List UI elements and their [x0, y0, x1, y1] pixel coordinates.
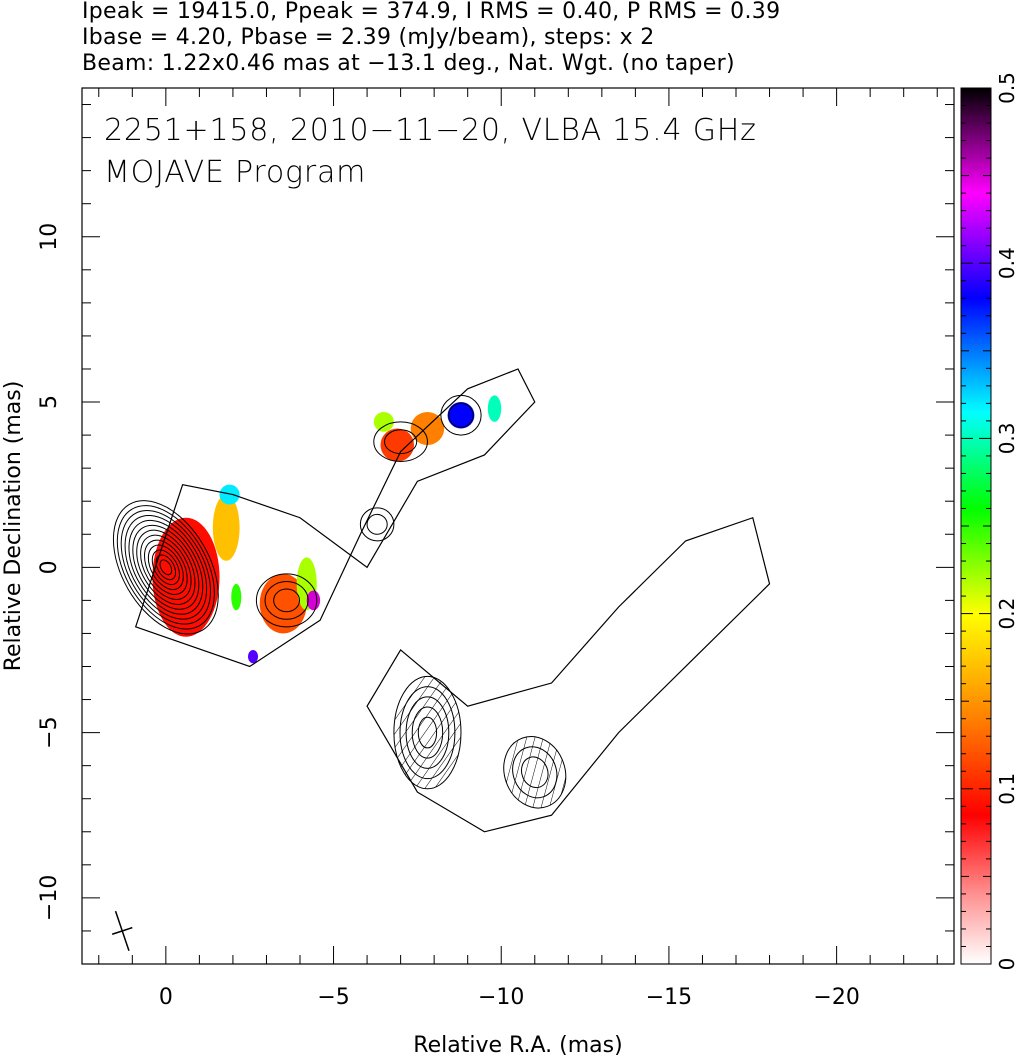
y-tick-label: −10	[37, 875, 62, 921]
contour-ring	[140, 534, 192, 600]
colorbar-axis: 0 0.1 0.2 0.3 0.4 0.5	[961, 72, 1019, 970]
contour-ring	[264, 580, 309, 620]
intensity-component-4	[359, 507, 395, 542]
contour-ring	[393, 675, 462, 790]
contour-ring	[132, 524, 200, 610]
source-title: 2251+158, 2010−11−20, VLBA 15.4 GHz	[104, 113, 757, 148]
y-axis-label: Relative Declination (mas)	[1, 381, 26, 672]
x-tick-label: −20	[813, 985, 859, 1010]
x-axis: 0 −5 −10 −15 −20	[98, 88, 938, 1010]
header-stats-line: Ipeak = 19415.0, Ppeak = 374.9, I RMS = …	[82, 0, 781, 24]
intensity-component-1	[255, 573, 318, 628]
polarization-region-3	[259, 573, 307, 634]
contour-ring	[120, 510, 212, 625]
intensity-component-3	[440, 394, 482, 436]
colorbar-tick-label: 0.1	[995, 773, 1019, 805]
colorbar-tick-label: 0	[995, 958, 1019, 971]
program-label: MOJAVE Program	[104, 155, 367, 190]
colorbar-tick-label: 0.3	[995, 422, 1019, 454]
polarization-map	[152, 395, 502, 664]
polarization-region-12	[248, 649, 259, 664]
polarization-region-7	[373, 411, 394, 432]
y-axis: −10 −5 0 5 10	[37, 104, 954, 932]
polarization-region-9	[447, 402, 475, 429]
contour-ring	[405, 696, 450, 769]
colorbar-tick-label: 0.4	[995, 247, 1019, 279]
intensity-component-5	[393, 675, 462, 790]
contour-ring	[255, 573, 318, 628]
beam-minor-axis	[111, 926, 133, 935]
y-tick-label: 0	[37, 560, 62, 574]
contour-ring	[128, 519, 204, 615]
contour-ring	[440, 394, 482, 436]
contour-ring	[159, 559, 173, 576]
x-tick-label: −10	[478, 985, 524, 1010]
x-tick-label: 0	[159, 985, 173, 1010]
x-tick-label: −15	[646, 985, 692, 1010]
contour-ring	[151, 549, 180, 586]
polarization-region-2	[219, 484, 240, 505]
colorbar-tick-label: 0.5	[995, 72, 1019, 104]
contour-ring	[273, 588, 301, 613]
x-tick-label: −5	[317, 985, 349, 1010]
intensity-contours	[111, 368, 771, 952]
contour-ring	[503, 736, 567, 809]
contour-ring	[366, 513, 388, 535]
polarization-region-10	[487, 395, 502, 422]
contour-ring	[520, 756, 549, 789]
contour-ring	[411, 706, 444, 759]
contour-ring	[124, 514, 208, 620]
contour-ring	[512, 746, 558, 799]
contour-ring	[448, 402, 474, 428]
colorbar-tick-label: 0.2	[995, 598, 1019, 630]
contour-ring	[417, 716, 438, 749]
contour-ring	[116, 505, 215, 630]
header-beam-line: Beam: 1.22x0.46 mas at −13.1 deg., Nat. …	[82, 51, 735, 76]
contour-ring	[373, 421, 428, 463]
x-axis-label: Relative R.A. (mas)	[413, 1033, 622, 1058]
contour-ring	[384, 429, 418, 455]
contour-ring	[147, 544, 184, 591]
polarization-region-8	[410, 411, 445, 446]
polarization-region-1	[212, 494, 240, 561]
contour-ring	[112, 500, 219, 635]
polarization-region-5	[306, 590, 321, 611]
header-base-line: Ibase = 4.20, Pbase = 2.39 (mJy/beam), s…	[82, 25, 655, 50]
polarization-region-11	[231, 583, 242, 611]
contour-ring	[155, 554, 177, 581]
y-tick-label: 10	[37, 223, 62, 251]
contour-ring	[399, 686, 456, 780]
contour-ring	[136, 529, 196, 605]
plot-frame	[81, 87, 955, 965]
intensity-component-6	[503, 736, 567, 809]
intensity-component-2	[373, 421, 428, 463]
jet-envelope-contour	[134, 368, 536, 668]
contour-ring	[143, 539, 188, 595]
counterjet-envelope-contour	[366, 516, 771, 833]
contour-ring	[359, 507, 395, 542]
y-tick-label: 5	[37, 395, 62, 409]
y-tick-label: −5	[37, 716, 62, 748]
plot-area	[111, 368, 771, 952]
intensity-component-0	[112, 500, 219, 635]
